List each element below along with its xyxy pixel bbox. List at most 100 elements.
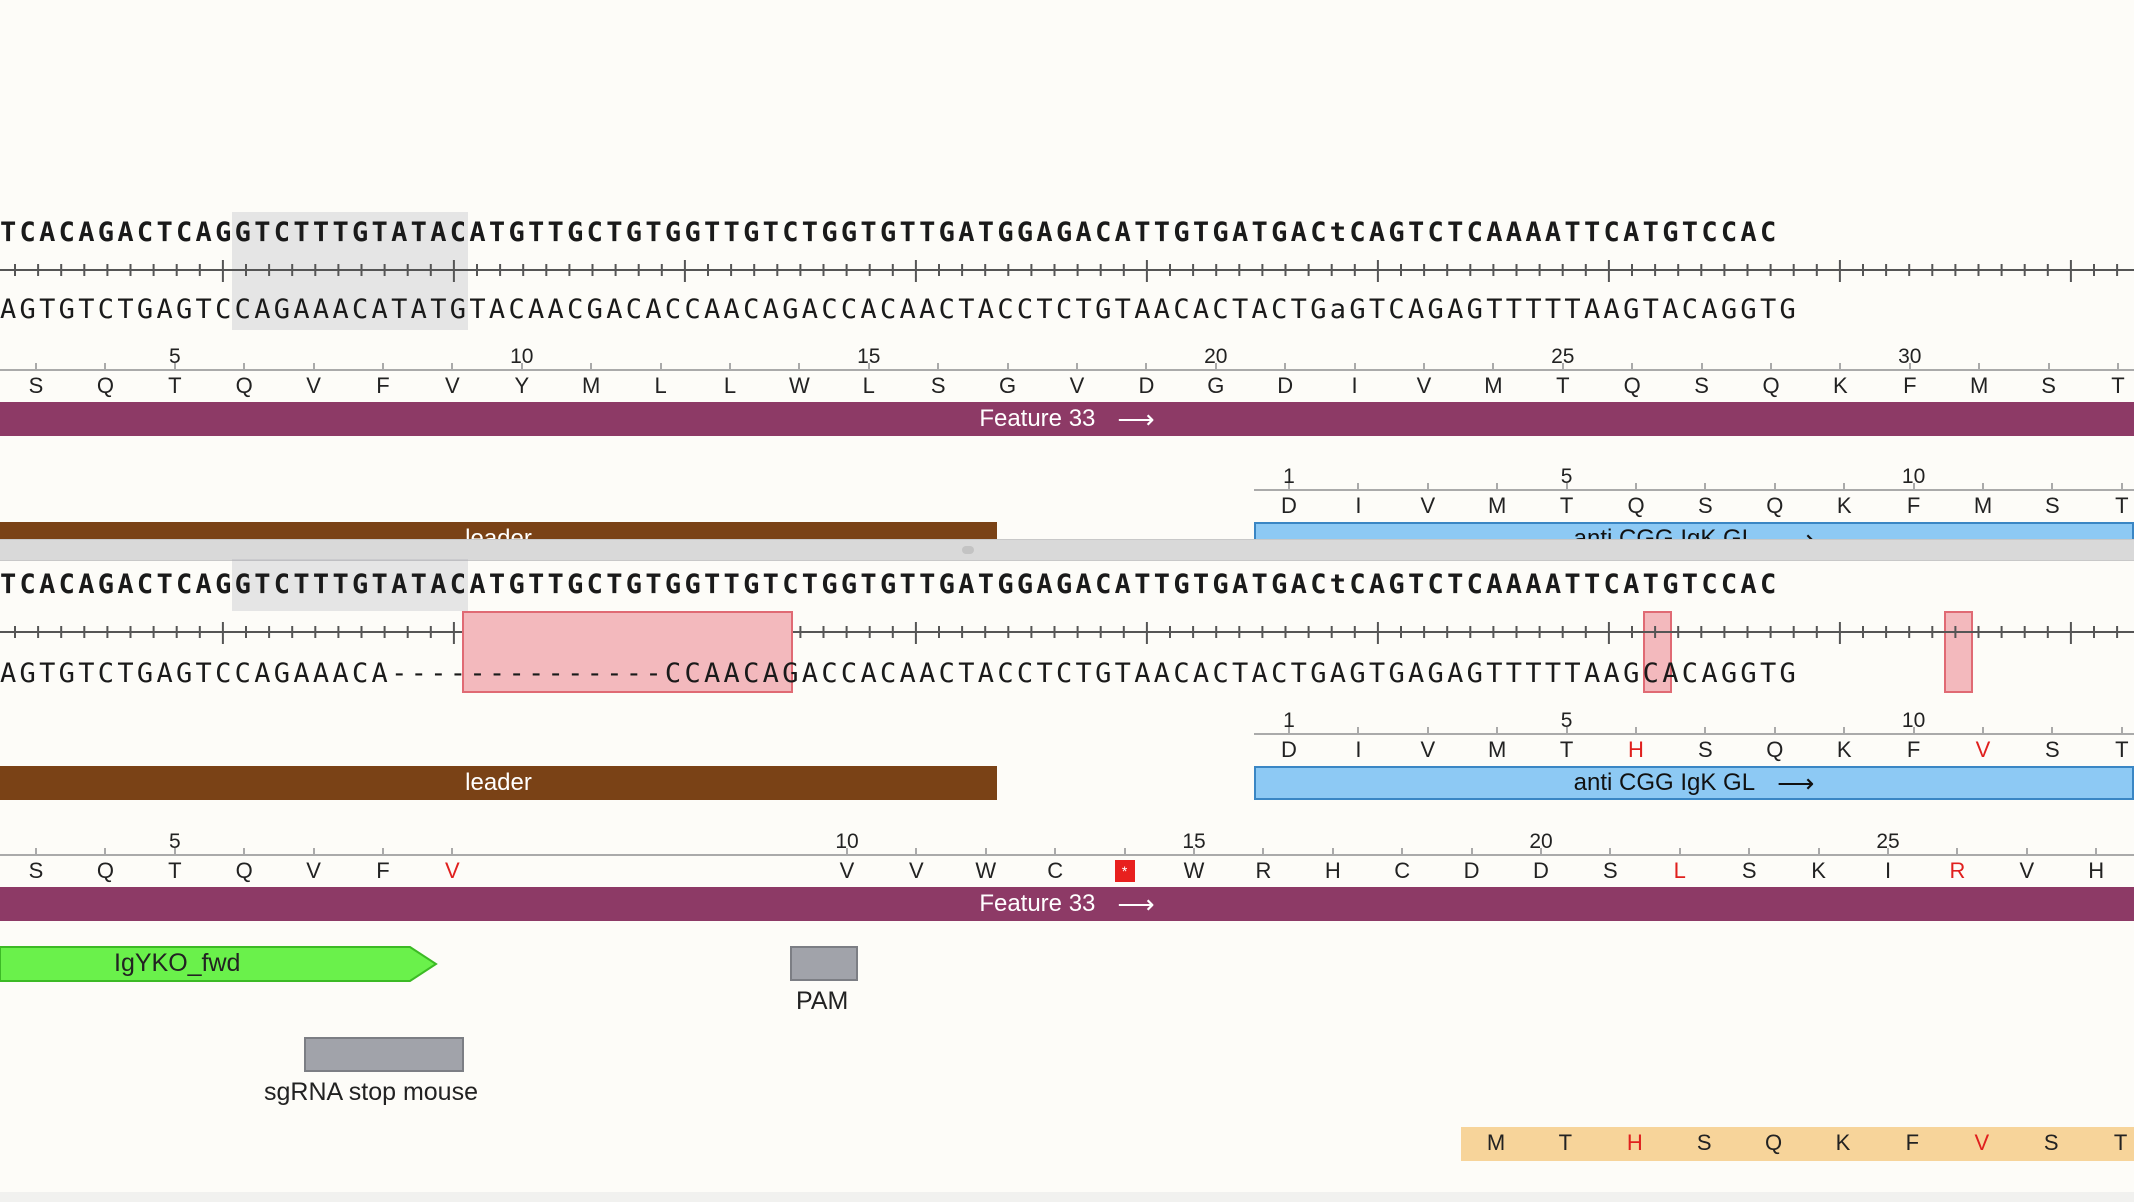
- leader-bar[interactable]: leader: [0, 522, 997, 539]
- amino-acid[interactable]: S: [1698, 737, 1713, 762]
- amino-acid[interactable]: G: [999, 373, 1017, 398]
- amino-acid[interactable]: M: [582, 373, 601, 398]
- amino-acid[interactable]: Q: [235, 373, 253, 398]
- amino-acid[interactable]: F: [1906, 737, 1921, 762]
- amino-acid[interactable]: V: [445, 373, 460, 398]
- amino-acid[interactable]: L: [723, 373, 737, 398]
- amino-acid[interactable]: K: [1811, 858, 1826, 883]
- amino-acid[interactable]: M: [1486, 1130, 1506, 1155]
- amino-acid[interactable]: T: [2115, 493, 2129, 518]
- sgrna-box[interactable]: [304, 1037, 464, 1072]
- feature-33-bar[interactable]: Feature 33 ⟶: [0, 402, 2134, 436]
- amino-acid[interactable]: V: [1974, 1130, 1990, 1155]
- amino-acid[interactable]: L: [1673, 858, 1686, 883]
- pane-splitter[interactable]: [0, 539, 2134, 561]
- amino-acid[interactable]: L: [862, 373, 875, 398]
- amino-acid[interactable]: Q: [1766, 737, 1784, 762]
- amino-acid[interactable]: C: [1394, 858, 1411, 883]
- amino-acid[interactable]: T: [168, 373, 182, 398]
- amino-acid[interactable]: Q: [235, 858, 253, 883]
- leader-bar[interactable]: leader: [0, 766, 997, 800]
- amino-acid[interactable]: V: [909, 858, 924, 883]
- amino-acid[interactable]: S: [2043, 1130, 2059, 1155]
- primer-arrow[interactable]: [0, 945, 440, 983]
- amino-acid[interactable]: V: [1975, 737, 1991, 762]
- amino-acid[interactable]: F: [1905, 1130, 1920, 1155]
- amino-acid[interactable]: M: [1484, 373, 1503, 398]
- amino-acid[interactable]: V: [839, 858, 855, 883]
- amino-acid[interactable]: T: [1559, 493, 1574, 518]
- amino-acid[interactable]: H: [2088, 858, 2105, 883]
- amino-acid[interactable]: V: [1420, 737, 1436, 762]
- amino-acid[interactable]: S: [1694, 373, 1709, 398]
- stop-codon-icon[interactable]: *: [1114, 860, 1135, 882]
- orf-bar[interactable]: [1461, 1127, 2134, 1161]
- amino-acid[interactable]: S: [1698, 493, 1713, 518]
- amino-acid[interactable]: M: [1488, 493, 1507, 518]
- splitter-grip-icon[interactable]: [962, 546, 974, 554]
- igk-bar[interactable]: anti CGG IgK GL ⟶: [1254, 766, 2134, 800]
- amino-acid[interactable]: W: [975, 858, 997, 883]
- amino-acid[interactable]: T: [2111, 373, 2125, 398]
- amino-acid[interactable]: M: [1970, 373, 1989, 398]
- amino-acid[interactable]: Q: [96, 858, 114, 883]
- amino-acid[interactable]: Q: [1623, 373, 1641, 398]
- amino-acid[interactable]: V: [1069, 373, 1085, 398]
- amino-acid[interactable]: I: [1884, 858, 1892, 883]
- amino-acid[interactable]: K: [1836, 737, 1852, 762]
- amino-acid[interactable]: T: [168, 858, 182, 883]
- amino-acid[interactable]: F: [1906, 493, 1921, 518]
- amino-acid[interactable]: D: [1138, 373, 1155, 398]
- amino-acid[interactable]: V: [1416, 373, 1432, 398]
- amino-acid[interactable]: T: [1559, 737, 1574, 762]
- top-strand[interactable]: TCACAGACTCAGGTCTTTGTATACATGTTGCTGTGGTTGT…: [0, 569, 1780, 600]
- bottom-strand[interactable]: AGTGTCTGAGTCCAGAAACATATGTACAACGACACCAACA…: [0, 294, 1800, 325]
- amino-acid[interactable]: S: [2045, 737, 2060, 762]
- igk-bar[interactable]: anti CGG IgK GL ⟶: [1254, 522, 2134, 539]
- amino-acid[interactable]: V: [306, 373, 321, 398]
- amino-acid[interactable]: H: [1628, 737, 1644, 762]
- amino-acid[interactable]: V: [445, 858, 460, 883]
- amino-acid[interactable]: W: [1183, 858, 1205, 883]
- top-strand[interactable]: TCACAGACTCAGGTCTTTGTATACATGTTGCTGTGGTTGT…: [0, 217, 1780, 248]
- amino-acid[interactable]: M: [1488, 737, 1507, 762]
- amino-acid[interactable]: S: [2041, 373, 2056, 398]
- amino-acid[interactable]: R: [1255, 858, 1272, 883]
- feature-33-bar[interactable]: Feature 33 ⟶: [0, 887, 2134, 921]
- amino-acid[interactable]: I: [1351, 373, 1358, 398]
- amino-acid[interactable]: D: [1463, 858, 1480, 883]
- amino-acid[interactable]: W: [789, 373, 810, 398]
- amino-acid[interactable]: Y: [514, 373, 530, 398]
- amino-acid[interactable]: G: [1207, 373, 1225, 398]
- amino-acid[interactable]: S: [28, 858, 44, 883]
- amino-acid[interactable]: S: [1741, 858, 1757, 883]
- sequence-pane-bottom[interactable]: TCACAGACTCAGGTCTTTGTATACATGTTGCTGTGGTTGT…: [0, 559, 2134, 1202]
- amino-acid[interactable]: Q: [1627, 493, 1645, 518]
- amino-acid[interactable]: K: [1835, 1130, 1851, 1155]
- amino-acid[interactable]: H: [1626, 1130, 1643, 1155]
- amino-acid[interactable]: V: [1420, 493, 1436, 518]
- amino-acid[interactable]: F: [376, 858, 390, 883]
- pam-box[interactable]: [790, 946, 858, 981]
- amino-acid[interactable]: F: [376, 373, 390, 398]
- amino-acid[interactable]: I: [1355, 737, 1362, 762]
- amino-acid[interactable]: D: [1277, 373, 1294, 398]
- amino-acid[interactable]: Q: [1762, 373, 1780, 398]
- amino-acid[interactable]: T: [2115, 737, 2129, 762]
- amino-acid[interactable]: Q: [1765, 1130, 1783, 1155]
- amino-acid[interactable]: T: [2113, 1130, 2128, 1155]
- amino-acid[interactable]: T: [1558, 1130, 1573, 1155]
- sequence-pane-top[interactable]: TCACAGACTCAGGTCTTTGTATACATGTTGCTGTGGTTGT…: [0, 0, 2134, 539]
- amino-acid[interactable]: S: [930, 373, 946, 398]
- amino-acid[interactable]: S: [28, 373, 44, 398]
- amino-acid[interactable]: R: [1949, 858, 1966, 883]
- amino-acid[interactable]: S: [2045, 493, 2060, 518]
- amino-acid[interactable]: H: [1324, 858, 1341, 883]
- amino-acid[interactable]: I: [1355, 493, 1362, 518]
- amino-acid[interactable]: F: [1903, 373, 1917, 398]
- amino-acid[interactable]: K: [1833, 373, 1848, 398]
- amino-acid[interactable]: T: [1556, 373, 1570, 398]
- amino-acid[interactable]: D: [1281, 737, 1297, 762]
- bottom-strand-aligned[interactable]: AGTGTCTGAGTCCAGAAACA--------------CCAACA…: [0, 654, 2134, 694]
- amino-acid[interactable]: D: [1281, 493, 1297, 518]
